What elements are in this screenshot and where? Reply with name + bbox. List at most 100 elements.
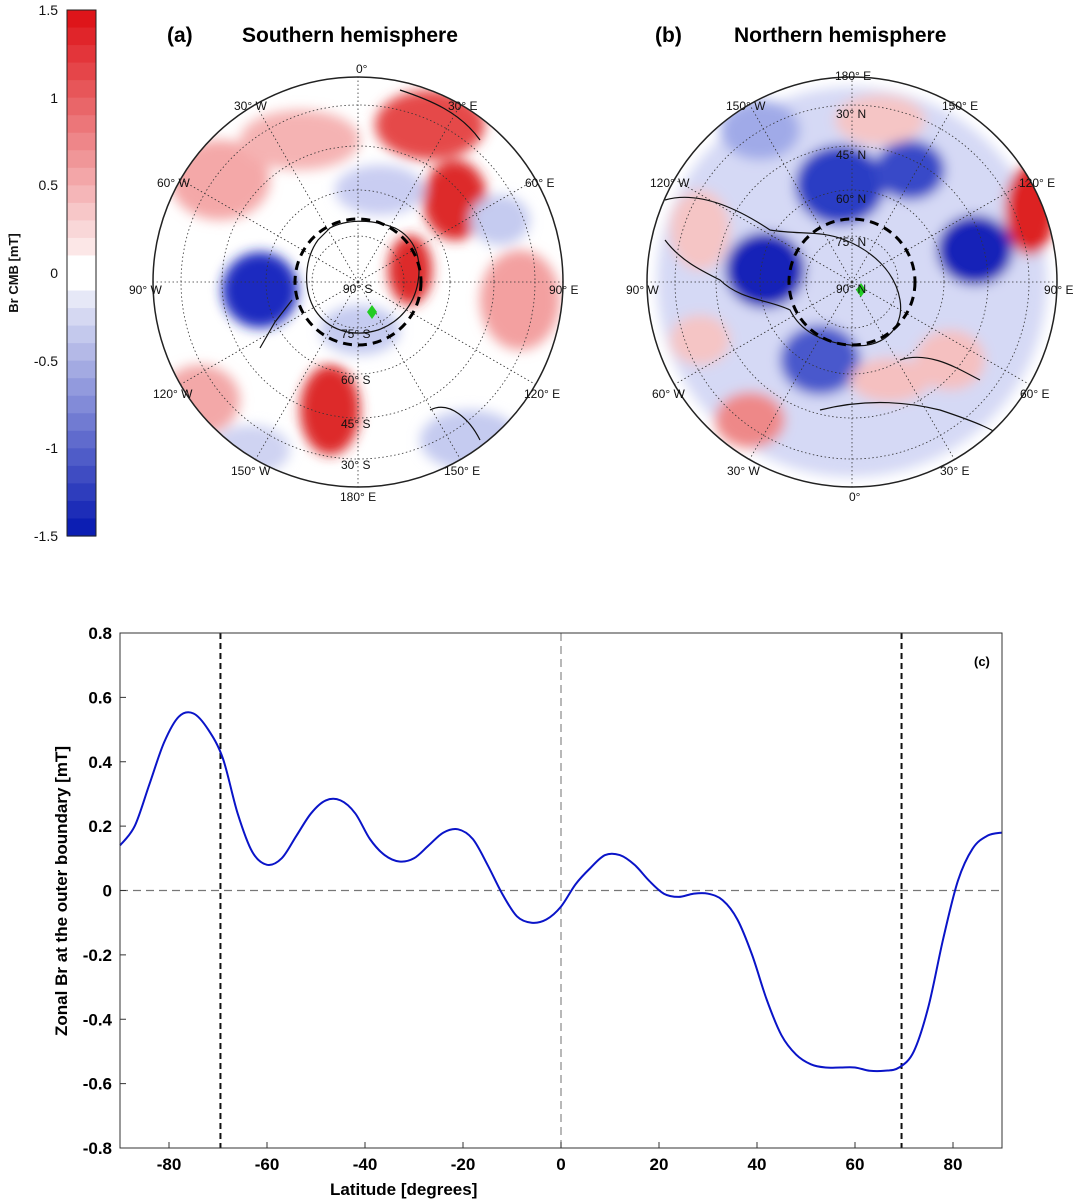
lat-label: 60° N — [836, 192, 866, 206]
y-ticks: 0.8 0.6 0.4 0.2 0 -0.2 -0.4 -0.6 -0.8 — [83, 624, 126, 1158]
y-tick-label: 0.6 — [88, 688, 112, 707]
x-tick-label: 60 — [846, 1155, 865, 1174]
colorbar-band — [67, 150, 96, 169]
y-tick-label: -0.2 — [83, 946, 112, 965]
colorbar-band — [67, 448, 96, 467]
lat-label: 45° N — [836, 148, 866, 162]
colorbar-band — [67, 132, 96, 151]
lon-label: 180° E — [835, 69, 871, 83]
colorbar-band — [67, 395, 96, 414]
panel-label-c: (c) — [974, 654, 990, 669]
colorbar-band — [67, 343, 96, 362]
x-tick-label: -40 — [353, 1155, 378, 1174]
map-boundary — [152, 76, 564, 488]
colorbar-band — [67, 465, 96, 484]
colorbar-band — [67, 290, 96, 309]
colorbar-band — [67, 62, 96, 81]
colorbar-frame — [66, 9, 97, 537]
colorbar-band — [67, 360, 96, 379]
lon-label: 60° W — [157, 176, 190, 190]
map-title-a: Southern hemisphere — [242, 24, 458, 47]
colorbar-band — [67, 430, 96, 449]
colorbar-band — [67, 185, 96, 204]
map-boundary — [646, 76, 1058, 488]
colorbar-band — [67, 167, 96, 186]
colorbar-tick: 0.5 — [39, 177, 59, 193]
coastline — [306, 220, 420, 334]
lon-label: 30° E — [940, 464, 969, 478]
colorbar-ticks: 1.5 1 0.5 0 -0.5 -1 -1.5 — [34, 2, 58, 544]
coastline — [259, 299, 293, 349]
colorbar-label: Br CMB [mT] — [6, 233, 21, 312]
lon-label: 90° E — [1044, 283, 1073, 297]
lon-label: 30° W — [234, 99, 267, 113]
lon-label: 180° E — [340, 490, 376, 504]
x-tick-label: -60 — [255, 1155, 280, 1174]
coastline — [399, 89, 481, 441]
y-tick-label: 0.8 — [88, 624, 112, 643]
latitude-circle — [805, 235, 899, 329]
tangent-cylinder — [787, 217, 917, 347]
tangent-cylinder — [293, 217, 423, 347]
x-tick-label: -20 — [451, 1155, 476, 1174]
lon-label: 30° E — [448, 99, 477, 113]
lon-label: 120° E — [1019, 176, 1055, 190]
y-tick-label: -0.6 — [83, 1075, 112, 1094]
lat-label: 75° N — [836, 235, 866, 249]
lon-label: 120° E — [524, 387, 560, 401]
colorbar-band — [67, 115, 96, 134]
lat-label: 30° S — [341, 458, 370, 472]
y-axis-label: Zonal Br at the outer boundary [mT] — [52, 746, 71, 1036]
colorbar-tick: 1.5 — [39, 2, 59, 18]
colorbar-band — [67, 202, 96, 221]
colorbar-band — [67, 27, 96, 46]
colorbar-band — [67, 308, 96, 327]
colorbar-band — [67, 483, 96, 502]
pole-label: 90° S — [343, 282, 372, 296]
x-axis-label: Latitude [degrees] — [330, 1180, 477, 1199]
lon-label: 60° E — [525, 176, 554, 190]
marker-diamond — [367, 305, 377, 319]
lon-label: 150° E — [444, 464, 480, 478]
lon-label: 120° W — [153, 387, 193, 401]
lon-label: 150° W — [231, 464, 271, 478]
lat-label: 60° S — [341, 373, 370, 387]
lon-label: 90° W — [129, 283, 162, 297]
map-southern: (a) Southern hemisphere — [129, 24, 578, 504]
lat-label: 75° S — [341, 327, 370, 341]
lon-label: 60° W — [652, 387, 685, 401]
lon-label: 90° W — [626, 283, 659, 297]
y-tick-label: 0.2 — [88, 817, 112, 836]
y-tick-label: -0.8 — [83, 1139, 112, 1158]
map-graticule — [647, 77, 1057, 487]
colorbar-band — [67, 325, 96, 344]
pole-label: 90° N — [836, 282, 866, 296]
map-northern: (b) Northern hemisphere — [626, 24, 1073, 504]
colorbar-band — [67, 220, 96, 239]
marker-diamond — [856, 283, 866, 297]
colorbar-band — [67, 518, 96, 537]
colorbar-band — [67, 273, 96, 292]
lat-label: 30° N — [836, 107, 866, 121]
map-title-b: Northern hemisphere — [734, 24, 946, 47]
y-tick-label: 0.4 — [88, 753, 112, 772]
lon-label: 60° E — [1020, 387, 1049, 401]
colorbar-tick: 1 — [50, 90, 58, 106]
colorbar-band — [67, 413, 96, 432]
line-chart: -80 -60 -40 -20 0 20 40 60 80 0.8 0.6 0.4 0.2 0 -0.2 -… — [52, 624, 1003, 1199]
colorbar-tick: -0.5 — [34, 353, 58, 369]
colorbar-band — [67, 97, 96, 116]
map-graticule — [153, 77, 563, 487]
lon-label: 0° — [356, 62, 368, 76]
lat-label: 45° S — [341, 417, 370, 431]
x-tick-label: 80 — [944, 1155, 963, 1174]
lon-label: 90° E — [549, 283, 578, 297]
colorbar-band — [67, 378, 96, 397]
colorbar-tick: -1 — [46, 440, 59, 456]
colorbar-band — [67, 255, 96, 274]
lon-label: 150° E — [942, 99, 978, 113]
x-tick-label: 40 — [748, 1155, 767, 1174]
colorbar-band — [67, 45, 96, 64]
lon-label: 30° W — [727, 464, 760, 478]
